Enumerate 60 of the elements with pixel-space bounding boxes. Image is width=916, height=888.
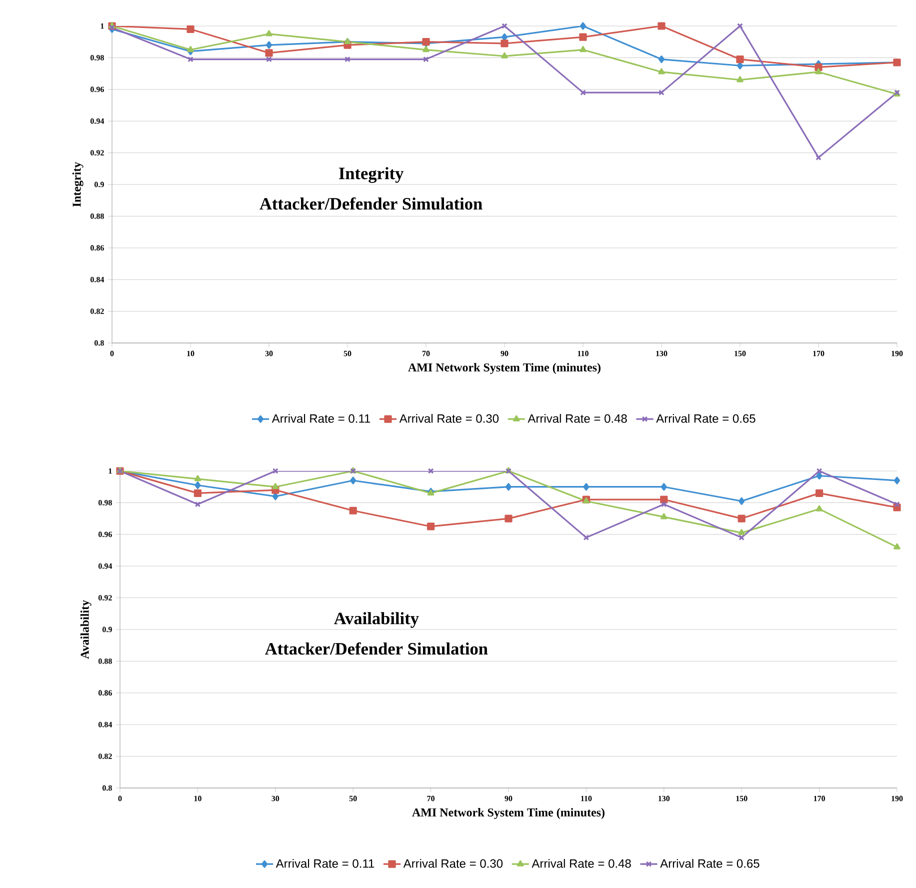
x-tick-label: 190	[892, 796, 903, 802]
y-tick-label: 0.92	[98, 595, 112, 601]
y-tick-label: 1	[100, 23, 104, 29]
legend-label: Arrival Rate = 0.30	[403, 858, 503, 868]
y-axis-title: Availability	[80, 600, 92, 659]
x-tick-label: 70	[427, 796, 435, 802]
x-tick-label: 30	[265, 350, 273, 356]
y-tick-label: 0.82	[98, 754, 112, 760]
legend-label: Arrival Rate = 0.65	[656, 414, 756, 423]
x-tick-label: 10	[187, 350, 194, 356]
x-axis-title: AMI Network System Time (minutes)	[408, 363, 600, 374]
legend-label: Arrival Rate = 0.48	[528, 414, 627, 423]
text: Attacker/Defender Simulation	[260, 197, 482, 210]
y-tick-label: 0.84	[90, 276, 104, 282]
x-tick-label: 90	[500, 350, 508, 356]
y-tick-label: 0.8	[94, 340, 104, 346]
x-tick-label: 170	[813, 350, 824, 356]
x-tick-label: 30	[272, 796, 280, 802]
x-tick-label: 170	[814, 796, 826, 802]
y-tick-label: 0.8	[102, 785, 112, 791]
y-tick-label: 0.94	[98, 563, 112, 569]
y-tick-label: 0.88	[90, 213, 104, 219]
y-tick-label: 0.9	[94, 182, 104, 188]
legend-label: Arrival Rate = 0.30	[399, 414, 499, 423]
x-tick-label: 110	[581, 796, 592, 802]
y-tick-label: 0.94	[90, 118, 104, 124]
x-tick-label: 0	[118, 796, 122, 802]
text: Attacker/Defender Simulation	[265, 642, 488, 655]
x-tick-label: 0	[110, 350, 114, 356]
text: Availability	[334, 612, 419, 628]
x-tick-label: 90	[504, 796, 512, 802]
x-tick-label: 130	[656, 350, 668, 356]
y-tick-label: 0.92	[90, 150, 104, 156]
y-tick-label: 0.98	[98, 500, 112, 506]
x-tick-label: 70	[422, 350, 430, 356]
y-tick-label: 0.9	[102, 626, 112, 632]
y-tick-label: 1	[108, 468, 112, 474]
x-tick-label: 50	[349, 796, 357, 802]
y-tick-label: 0.96	[98, 532, 112, 538]
legend-label: Arrival Rate = 0.11	[276, 858, 374, 868]
y-axis-title: Integrity	[72, 162, 84, 207]
x-tick-label: 190	[892, 350, 903, 356]
x-tick-label: 150	[734, 350, 746, 356]
y-tick-label: 0.82	[90, 308, 104, 314]
legend-label: Arrival Rate = 0.48	[532, 858, 631, 868]
legend-label: Arrival Rate = 0.11	[272, 414, 370, 423]
x-tick-label: 110	[578, 350, 588, 356]
text: Integrity	[339, 167, 404, 183]
x-tick-label: 50	[344, 350, 352, 356]
legend-label: Arrival Rate = 0.65	[660, 858, 760, 868]
x-tick-label: 130	[658, 796, 670, 802]
y-tick-label: 0.96	[90, 86, 104, 92]
x-axis-title: AMI Network System Time (minutes)	[412, 808, 604, 819]
y-tick-label: 0.98	[90, 54, 104, 60]
x-tick-label: 10	[194, 796, 202, 802]
x-tick-label: 150	[736, 796, 748, 802]
y-tick-label: 0.86	[90, 245, 104, 251]
y-tick-label: 0.84	[98, 722, 112, 728]
y-tick-label: 0.86	[98, 690, 112, 696]
y-tick-label: 0.88	[98, 658, 112, 664]
